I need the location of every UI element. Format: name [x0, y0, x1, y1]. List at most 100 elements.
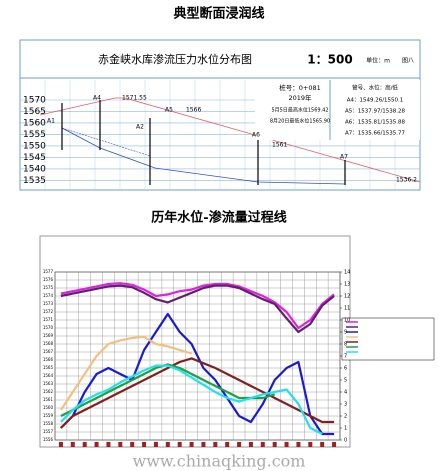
x-tick-marker [94, 442, 99, 447]
info-text: 5月5日最高水位1569.42 [271, 107, 328, 114]
y-tick-label: 1577 [43, 269, 54, 274]
piezometer-header: 管号、水位：高/低 [352, 84, 398, 92]
y2-tick-label: 12 [344, 294, 350, 300]
x-tick-marker [225, 442, 230, 447]
y2-tick-label: 9 [344, 330, 347, 336]
legend [341, 317, 435, 361]
info-text: 8月20日最低水位1565.90 [270, 118, 330, 125]
series-line [60, 363, 276, 417]
series-line [60, 357, 335, 429]
annotation: A6 [252, 132, 260, 139]
series-line [60, 284, 335, 334]
piezometer-reading: A6：1535.81/1535.88 [345, 120, 406, 126]
y2-tick-label: 10 [344, 318, 350, 324]
y-tick-label: 1573 [43, 301, 54, 306]
annotation: A7 [340, 154, 348, 161]
x-tick-marker [142, 442, 147, 447]
piezometer-reading: A7：1535.66/1535.77 [345, 131, 406, 137]
y2-tick-label: 3 [344, 402, 347, 408]
y-tick-label: 1556 [43, 437, 54, 442]
y-tick-label: 1576 [43, 277, 54, 282]
annotation: A4 [93, 95, 101, 102]
figure-no: 图八 [402, 58, 414, 65]
x-tick-marker [213, 442, 218, 447]
y2-tick-label: 5 [344, 378, 347, 384]
y-tick-label: 1568 [43, 341, 54, 346]
annotation: 1561 [272, 142, 287, 149]
x-tick-marker [106, 442, 111, 447]
x-tick-marker [58, 442, 63, 447]
series-line [59, 335, 192, 411]
x-tick-marker [130, 442, 135, 447]
y-tick-label: 1560 [23, 118, 46, 128]
piezometer-reading: A5：1537.97/1538.28 [345, 109, 406, 115]
profile-title: 赤金峡水库渗流压力水位分布图 [98, 52, 252, 66]
y-tick-label: 1565 [23, 107, 46, 117]
x-tick-marker [248, 442, 253, 447]
y-tick-label: 1550 [23, 141, 46, 151]
y2-tick-label: 11 [344, 306, 350, 312]
annotation: A5 [165, 107, 173, 114]
x-tick-marker [272, 442, 277, 447]
piezometer-tubes [61, 100, 346, 185]
y2-tick-label: 2 [344, 414, 347, 420]
x-tick-marker [308, 442, 313, 447]
x-tick-marker [260, 442, 265, 447]
y2-tick-label: 4 [344, 390, 347, 396]
y-tick-label: 1558 [43, 421, 54, 426]
y2-tick-label: 13 [344, 282, 350, 288]
x-tick-marker [332, 442, 337, 447]
info-box [255, 80, 420, 140]
x-tick-marker [153, 442, 158, 447]
y-tick-label: 1562 [43, 389, 54, 394]
series-line [60, 282, 335, 330]
y-tick-label: 1574 [43, 293, 54, 298]
series-line [60, 364, 323, 435]
y2-tick-label: 0 [344, 438, 347, 444]
y-tick-label: 1559 [43, 413, 54, 418]
x-tick-marker [237, 442, 242, 447]
annotation: A2 [136, 124, 144, 131]
y2-tick-label: 14 [344, 270, 350, 276]
section-title: 典型断面浸润线 [173, 6, 264, 22]
info-text: 桩号：0+081 [279, 83, 321, 92]
y2-tick-label: 8 [344, 342, 347, 348]
seepage-line [61, 127, 346, 185]
unit: 单位：m [366, 57, 390, 65]
annotation: A1 [47, 118, 55, 125]
y-tick-label: 1535 [23, 176, 46, 186]
x-tick-marker [165, 442, 170, 447]
x-tick-marker [320, 442, 325, 447]
y-tick-label: 1545 [23, 153, 46, 163]
y-tick-label: 1565 [43, 365, 54, 370]
x-tick-marker [82, 442, 87, 447]
y-tick-label: 1561 [43, 397, 54, 402]
y-tick-label: 1557 [43, 429, 54, 434]
annotation: 1536.2 [396, 177, 417, 184]
series-line [60, 312, 335, 436]
y2-tick-label: 1 [344, 426, 347, 432]
annotation: 1566 [186, 107, 201, 114]
y-tick-label: 1540 [23, 164, 46, 174]
y-tick-label: 1575 [43, 285, 54, 290]
x-tick-marker [177, 442, 182, 447]
y2-tick-label: 7 [344, 354, 347, 360]
y-tick-label: 1563 [43, 381, 54, 386]
section-title: 历年水位-渗流量过程线 [151, 210, 286, 226]
y-tick-label: 1566 [43, 357, 54, 362]
y-tick-label: 1567 [43, 349, 54, 354]
y-tick-label: 1555 [23, 130, 46, 140]
x-tick-marker [201, 442, 206, 447]
watermark: www.chinaqking.com [133, 452, 306, 471]
x-tick-marker [296, 442, 301, 447]
y-tick-label: 1564 [43, 373, 54, 378]
y-tick-label: 1560 [43, 405, 54, 410]
annotation: 1571.55 [122, 95, 147, 102]
x-tick-marker [284, 442, 289, 447]
y-tick-label: 1570 [43, 325, 54, 330]
y-tick-label: 1570 [23, 95, 46, 105]
piezometer-reading: A4：1549.26/1550.1 [347, 98, 404, 104]
scale: 1：500 [307, 53, 352, 67]
x-tick-marker [189, 442, 194, 447]
